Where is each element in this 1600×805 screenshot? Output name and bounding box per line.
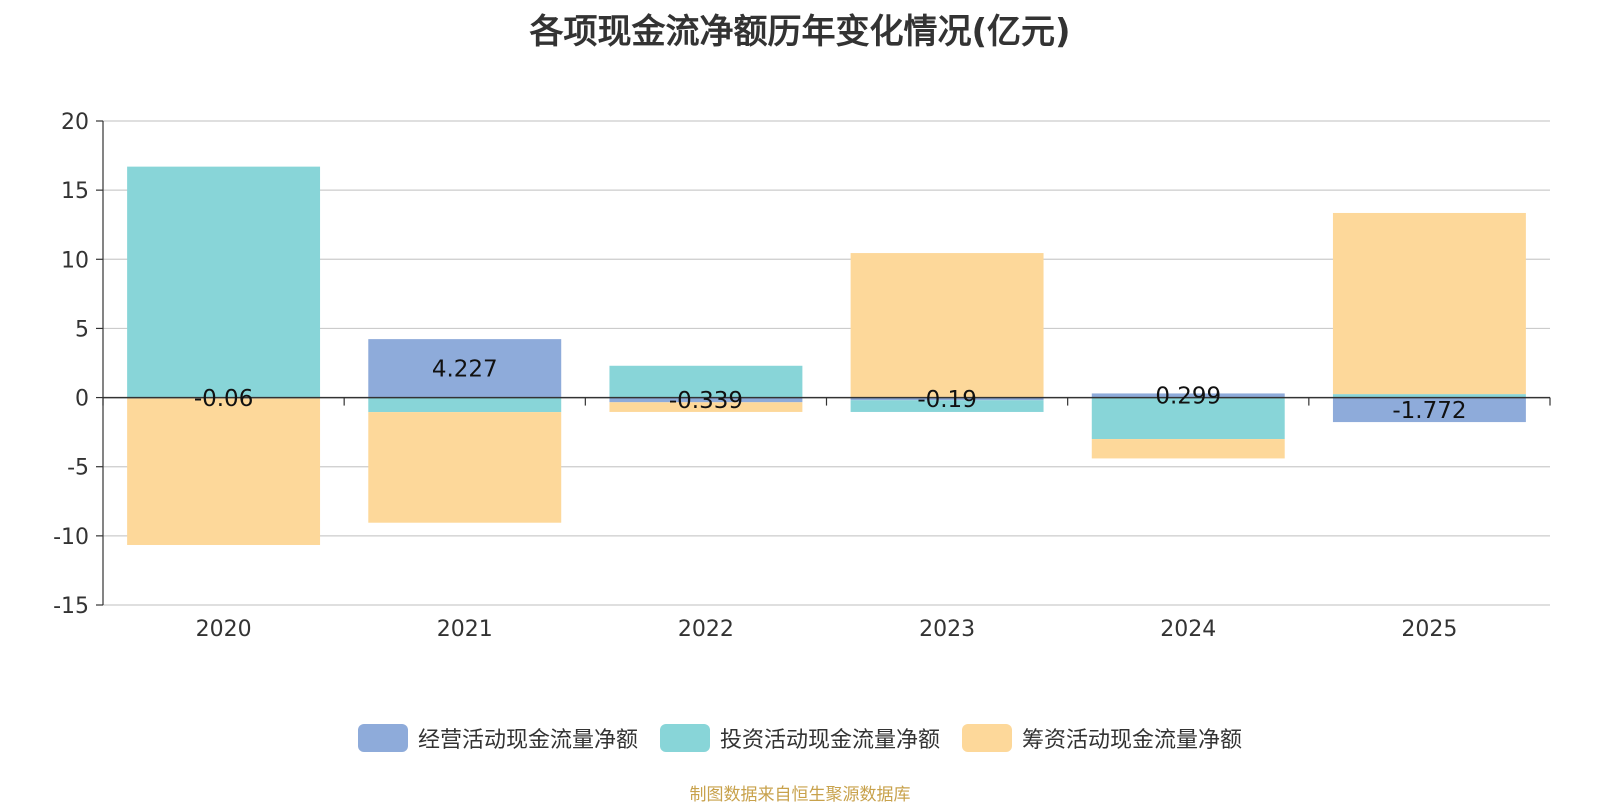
bar [1332,397,1526,423]
legend-label: 经营活动现金流量净额 [417,728,638,753]
bar [1091,397,1285,440]
y-tick-label: 0 [75,387,89,412]
y-tick-label: -15 [53,594,89,619]
bar [1091,439,1285,459]
y-tick-label: -5 [67,456,89,481]
bar [368,397,562,413]
bar [850,400,1044,412]
bar [850,397,1044,401]
bar [127,166,321,398]
data-label: 0.299 [1155,384,1221,410]
data-label: 4.227 [432,356,498,382]
legend: 经营活动现金流量净额 投资活动现金流量净额 筹资活动现金流量净额 [0,722,1600,754]
grid-lines [103,120,1550,606]
y-tick-label: 15 [61,179,89,204]
y-tick-label: 20 [61,110,89,135]
bar [127,398,321,545]
bar [368,339,562,398]
bars [127,166,1526,545]
data-label: -1.772 [1392,398,1466,424]
data-label: -0.19 [917,387,977,413]
legend-swatch [659,724,710,752]
data-label: -0.339 [669,388,743,414]
axes: 20 15 10 5 0 -5 -10 -15 2020 2021 2022 2023 2024 2025 [53,110,1551,642]
legend-label: 投资活动现金流量净额 [719,728,940,753]
bar [609,365,803,398]
legend-swatch [962,724,1012,752]
x-tick-label: 2023 [919,617,975,642]
legend-item[interactable]: 经营活动现金流量净额 [357,722,638,754]
bar [1332,394,1526,398]
bar [368,412,562,523]
legend-item[interactable]: 筹资活动现金流量净额 [962,722,1242,754]
bar-chart: 20 15 10 5 0 -5 -10 -15 2020 2021 2022 2023 2024 2025… [53,110,1551,642]
x-tick-label: 2022 [678,617,734,642]
legend-swatch [357,724,408,752]
legend-item[interactable]: 投资活动现金流量净额 [659,722,940,754]
x-tick-label: 2021 [437,617,493,642]
bar [1332,212,1526,395]
data-label: -0.06 [194,386,254,412]
data-labels: -0.06 4.227 -0.339 -0.19 0.299 -1.772 [194,356,1467,423]
x-tick-label: 2025 [1401,617,1457,642]
y-tick-label: -10 [53,525,89,550]
bar [1091,393,1285,398]
x-tick-label: 2020 [196,617,252,642]
legend-label: 筹资活动现金流量净额 [1022,728,1243,753]
bar [609,397,803,403]
y-tick-label: 5 [75,317,89,342]
source-note: 制图数据来自恒生聚源数据库 [689,785,911,805]
bar [609,402,803,412]
chart-title: 各项现金流净额历年变化情况(亿元) [529,12,1071,52]
y-tick-label: 10 [61,248,89,273]
bar [850,253,1044,398]
x-tick-label: 2024 [1160,617,1216,642]
